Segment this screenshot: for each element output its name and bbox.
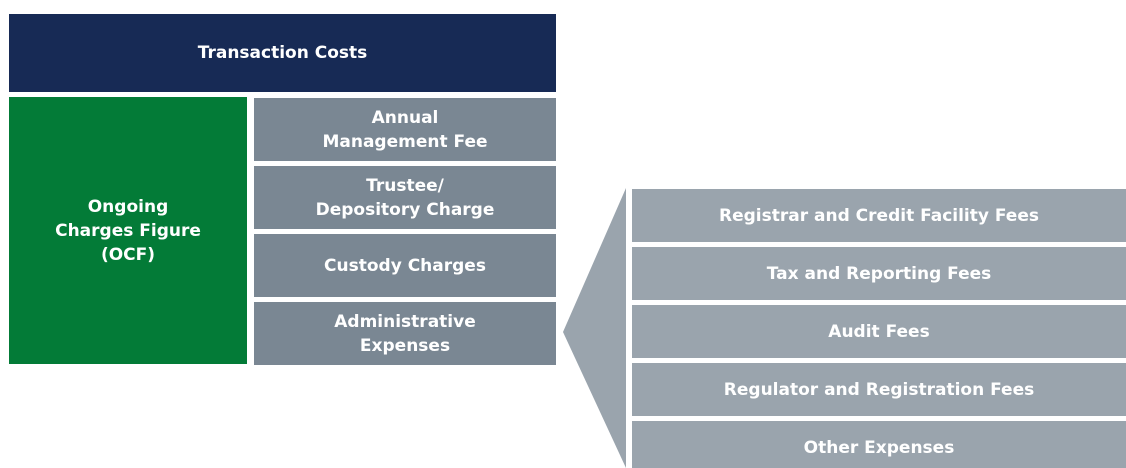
label-line: Regulator and Registration Fees — [723, 379, 1035, 400]
admin-fee-box: Regulator and Registration Fees — [632, 363, 1126, 416]
label-line: Administrative — [334, 311, 476, 332]
label-line: Custody Charges — [324, 255, 486, 276]
admin-fee-box: Other Expenses — [632, 421, 1126, 468]
callout-wedge — [563, 188, 626, 468]
admin-fee-box: Registrar and Credit Facility Fees — [632, 189, 1126, 242]
component-box: Annual Management Fee — [254, 98, 556, 161]
label-line: Registrar and Credit Facility Fees — [719, 205, 1039, 226]
label-line: Management Fee — [322, 131, 488, 152]
label-line: Expenses — [359, 335, 451, 356]
admin-fee-box: Audit Fees — [632, 305, 1126, 358]
title: Transaction Costs — [197, 43, 368, 63]
label-line: (OCF) — [100, 244, 156, 265]
label-line: Depository Charge — [315, 199, 495, 220]
label-line: Charges Figure — [55, 220, 201, 241]
transaction-costs: Transaction Costs — [9, 14, 556, 92]
label-line: Other Expenses — [803, 437, 955, 458]
label-line: Ongoing — [87, 196, 169, 217]
component-box: Trustee/Depository Charge — [254, 166, 556, 229]
component-box: Custody Charges — [254, 234, 556, 297]
label-line: Audit Fees — [828, 321, 930, 342]
label-line: Annual — [371, 107, 439, 128]
component-box: Administrative Expenses — [254, 302, 556, 365]
admin-fee-box: Tax and Reporting Fees — [632, 247, 1126, 300]
label-line: Trustee/ — [366, 175, 444, 196]
ocf-box: Ongoing Charges Figure (OCF) — [9, 97, 247, 364]
label-line: Tax and Reporting Fees — [766, 263, 992, 284]
